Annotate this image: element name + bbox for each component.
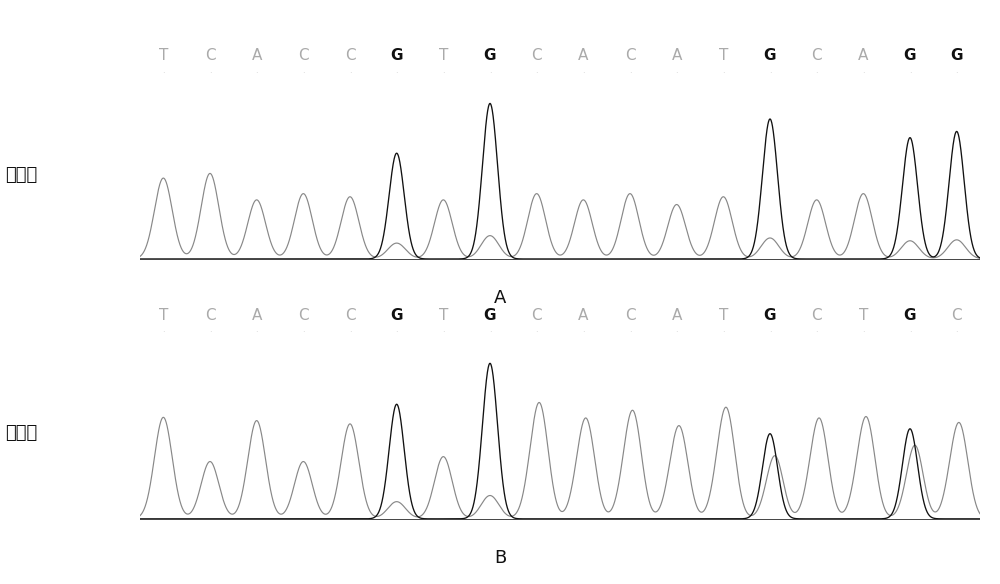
Text: A: A xyxy=(578,48,589,63)
Text: C: C xyxy=(531,308,542,323)
Text: G: G xyxy=(904,48,916,63)
Text: C: C xyxy=(345,308,355,323)
Text: ·: · xyxy=(722,329,725,338)
Text: ·: · xyxy=(489,329,491,338)
Text: C: C xyxy=(811,308,822,323)
Text: ·: · xyxy=(162,329,165,338)
Text: C: C xyxy=(345,48,355,63)
Text: ·: · xyxy=(442,69,445,78)
Text: G: G xyxy=(390,48,403,63)
Text: ·: · xyxy=(535,69,538,78)
Text: ·: · xyxy=(302,69,305,78)
Text: G: G xyxy=(764,308,776,323)
Text: ·: · xyxy=(722,69,725,78)
Text: A: A xyxy=(671,48,682,63)
Text: ·: · xyxy=(815,69,818,78)
Text: ·: · xyxy=(675,69,678,78)
Text: ·: · xyxy=(535,329,538,338)
Text: ·: · xyxy=(255,329,258,338)
Text: ·: · xyxy=(629,69,631,78)
Text: C: C xyxy=(531,48,542,63)
Text: ·: · xyxy=(955,329,958,338)
Text: ·: · xyxy=(162,69,165,78)
Text: ·: · xyxy=(255,69,258,78)
Text: ·: · xyxy=(302,329,305,338)
Text: T: T xyxy=(159,48,168,63)
Text: ·: · xyxy=(862,69,865,78)
Text: G: G xyxy=(950,48,963,63)
Text: 野生型: 野生型 xyxy=(5,166,37,184)
Text: A: A xyxy=(494,289,506,307)
Text: T: T xyxy=(439,48,448,63)
Text: G: G xyxy=(390,308,403,323)
Text: A: A xyxy=(251,308,262,323)
Text: C: C xyxy=(625,48,635,63)
Text: T: T xyxy=(439,308,448,323)
Text: C: C xyxy=(811,48,822,63)
Text: ·: · xyxy=(209,69,211,78)
Text: G: G xyxy=(484,308,496,323)
Text: ·: · xyxy=(395,69,398,78)
Text: C: C xyxy=(205,308,215,323)
Text: ·: · xyxy=(209,329,211,338)
Text: ·: · xyxy=(769,329,771,338)
Text: T: T xyxy=(859,308,868,323)
Text: ·: · xyxy=(862,329,865,338)
Text: A: A xyxy=(578,308,589,323)
Text: A: A xyxy=(671,308,682,323)
Text: ·: · xyxy=(909,69,911,78)
Text: C: C xyxy=(205,48,215,63)
Text: ·: · xyxy=(815,329,818,338)
Text: ·: · xyxy=(582,69,585,78)
Text: G: G xyxy=(904,308,916,323)
Text: ·: · xyxy=(675,329,678,338)
Text: ·: · xyxy=(442,329,445,338)
Text: C: C xyxy=(625,308,635,323)
Text: ·: · xyxy=(349,329,351,338)
Text: A: A xyxy=(251,48,262,63)
Text: C: C xyxy=(951,308,962,323)
Text: ·: · xyxy=(955,69,958,78)
Text: G: G xyxy=(484,48,496,63)
Text: T: T xyxy=(719,48,728,63)
Text: ·: · xyxy=(582,329,585,338)
Text: A: A xyxy=(858,48,869,63)
Text: B: B xyxy=(494,549,506,566)
Text: ·: · xyxy=(489,69,491,78)
Text: G: G xyxy=(764,48,776,63)
Text: ·: · xyxy=(629,329,631,338)
Text: 杂合子: 杂合子 xyxy=(5,425,37,442)
Text: T: T xyxy=(719,308,728,323)
Text: ·: · xyxy=(349,69,351,78)
Text: ·: · xyxy=(769,69,771,78)
Text: ·: · xyxy=(395,329,398,338)
Text: ·: · xyxy=(909,329,911,338)
Text: C: C xyxy=(298,48,309,63)
Text: C: C xyxy=(298,308,309,323)
Text: T: T xyxy=(159,308,168,323)
